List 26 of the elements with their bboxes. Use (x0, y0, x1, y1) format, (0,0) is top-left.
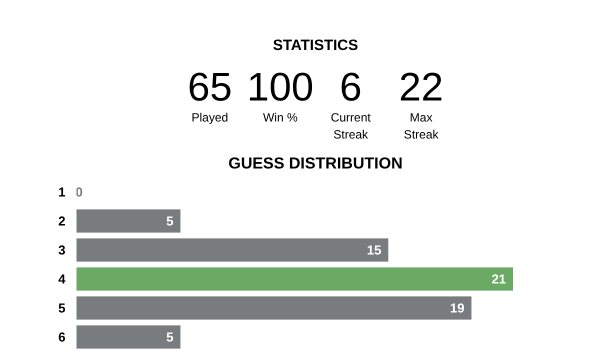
y-tick-label: 3 (58, 242, 66, 258)
y-tick-label: 2 (58, 214, 66, 228)
text: Played (192, 110, 228, 124)
bar (76, 238, 388, 262)
bar (76, 267, 514, 291)
text: 100 (246, 66, 314, 110)
text: STATISTICS (272, 37, 358, 54)
chart-title: GUESS DISTRIBUTION (228, 156, 403, 172)
bar (76, 209, 180, 233)
data-label: 19 (450, 300, 464, 316)
y-tick-label: 6 (58, 330, 66, 344)
data-label: 15 (366, 242, 382, 258)
y-tick-label: 5 (58, 300, 66, 316)
text: 6 (340, 66, 362, 110)
text: Current Streak (330, 110, 372, 142)
y-tick-label: 4 (58, 272, 66, 286)
data-label: 5 (166, 330, 174, 344)
data-label: 5 (166, 214, 174, 228)
text: 22 (398, 66, 444, 110)
bar (76, 325, 180, 349)
y-tick-label: 1 (58, 184, 66, 200)
text: Max Streak (404, 110, 440, 142)
text: 65 (188, 66, 232, 110)
text: Win % (262, 110, 298, 124)
data-label: 21 (492, 272, 506, 286)
bar (76, 296, 472, 320)
